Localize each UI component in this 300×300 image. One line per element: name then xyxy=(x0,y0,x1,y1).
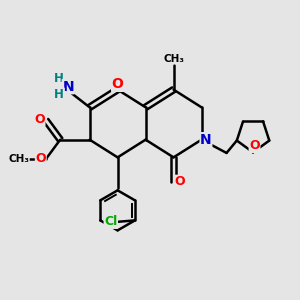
Text: N: N xyxy=(200,133,212,147)
Text: O: O xyxy=(249,140,260,152)
Text: O: O xyxy=(112,77,124,91)
Text: CH₃: CH₃ xyxy=(8,154,29,164)
Text: H: H xyxy=(54,88,64,101)
Text: O: O xyxy=(34,112,45,126)
Text: H: H xyxy=(54,72,64,85)
Text: O: O xyxy=(175,175,185,188)
Text: O: O xyxy=(35,152,46,165)
Text: N: N xyxy=(62,80,74,94)
Text: CH₃: CH₃ xyxy=(163,54,184,64)
Text: Cl: Cl xyxy=(104,215,117,228)
